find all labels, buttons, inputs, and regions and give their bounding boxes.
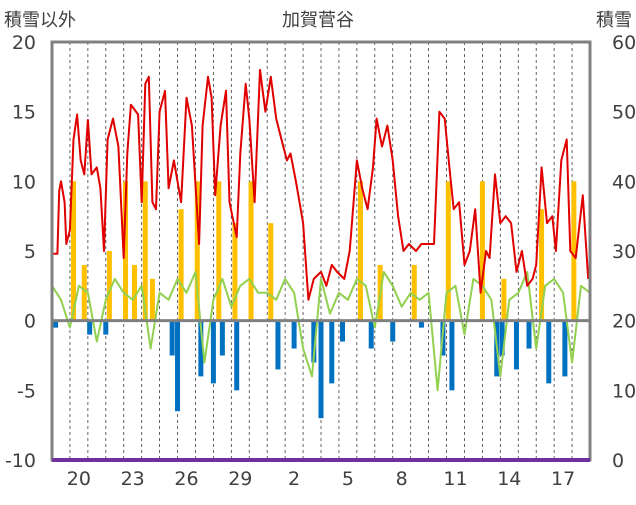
line-series-layer <box>51 68 591 392</box>
y-tick-label-right: 50 <box>612 102 636 124</box>
green-series-line <box>51 270 591 392</box>
orange-bar <box>142 181 148 321</box>
orange-bar <box>216 181 222 321</box>
blue-bar <box>499 320 505 356</box>
blue-bar <box>311 320 317 363</box>
x-tick-label: 23 <box>121 468 145 490</box>
left-axis-label: 積雪以外 <box>4 10 76 31</box>
orange-bar <box>479 181 485 321</box>
blue-bar <box>219 320 225 356</box>
orange-bar <box>411 264 417 321</box>
y-tick-label-left: 5 <box>24 241 36 263</box>
x-tick-label: 17 <box>551 468 575 490</box>
x-tick-label: 11 <box>443 468 467 490</box>
x-tick-label: 5 <box>342 468 354 490</box>
orange-bar <box>539 209 545 321</box>
y-tick-label-right: 60 <box>612 32 636 54</box>
orange-bar <box>178 209 184 321</box>
y-tick-label-left: -10 <box>5 450 36 472</box>
blue-bar <box>291 320 297 349</box>
blue-bar <box>546 320 552 384</box>
orange-bar <box>194 181 200 321</box>
blue-bar <box>275 320 281 370</box>
x-tick-label: 14 <box>497 468 521 490</box>
blue-bar <box>329 320 335 384</box>
y-tick-label-right: 0 <box>612 450 624 472</box>
orange-bar <box>81 264 87 321</box>
y-tick-label-left: 15 <box>12 102 36 124</box>
axis-labels: 加賀菅谷 積雪以外 積雪 20151050-5-1060504030201002… <box>4 10 636 490</box>
blue-bar <box>526 320 532 349</box>
axes <box>50 40 592 462</box>
blue-bar <box>234 320 240 391</box>
x-tick-label: 2 <box>288 468 300 490</box>
x-tick-label: 20 <box>67 468 91 490</box>
x-tick-label: 8 <box>396 468 408 490</box>
blue-bar <box>87 320 93 335</box>
blue-bar <box>210 320 216 384</box>
blue-bar <box>53 320 59 328</box>
chart-title: 加賀菅谷 <box>282 10 354 31</box>
orange-bar <box>248 181 254 321</box>
orange-bar <box>71 181 77 321</box>
blue-bar <box>562 320 568 377</box>
orange-bar <box>268 223 274 321</box>
y-tick-label-left: -5 <box>17 380 36 402</box>
blue-bar <box>169 320 175 356</box>
x-tick-label: 29 <box>228 468 252 490</box>
blue-bar <box>368 320 374 349</box>
x-tick-label: 26 <box>174 468 198 490</box>
y-tick-label-left: 10 <box>12 171 36 193</box>
blue-bar <box>340 320 346 342</box>
orange-bar <box>232 223 238 321</box>
blue-bar <box>390 320 396 342</box>
y-tick-label-right: 30 <box>612 241 636 263</box>
y-tick-label-right: 40 <box>612 171 636 193</box>
y-tick-label-right: 20 <box>612 311 636 333</box>
blue-bar <box>513 320 519 370</box>
y-tick-label-right: 10 <box>612 380 636 402</box>
blue-bar <box>103 320 109 335</box>
orange-bar <box>571 181 577 321</box>
y-tick-label-left: 20 <box>12 32 36 54</box>
red-series-line <box>52 68 590 301</box>
orange-bar <box>149 278 155 321</box>
right-axis-label: 積雪 <box>596 10 632 31</box>
blue-bar <box>318 320 324 419</box>
y-tick-label-left: 0 <box>24 311 36 333</box>
orange-bar <box>131 264 137 321</box>
orange-bar <box>501 278 507 321</box>
orange-bar <box>357 181 363 321</box>
blue-bar <box>175 320 181 412</box>
blue-bar <box>198 320 204 377</box>
blue-bar <box>449 320 455 391</box>
blue-bar <box>418 320 424 328</box>
orange-bar <box>106 251 112 321</box>
orange-bar <box>123 181 129 321</box>
orange-bar <box>445 181 451 321</box>
